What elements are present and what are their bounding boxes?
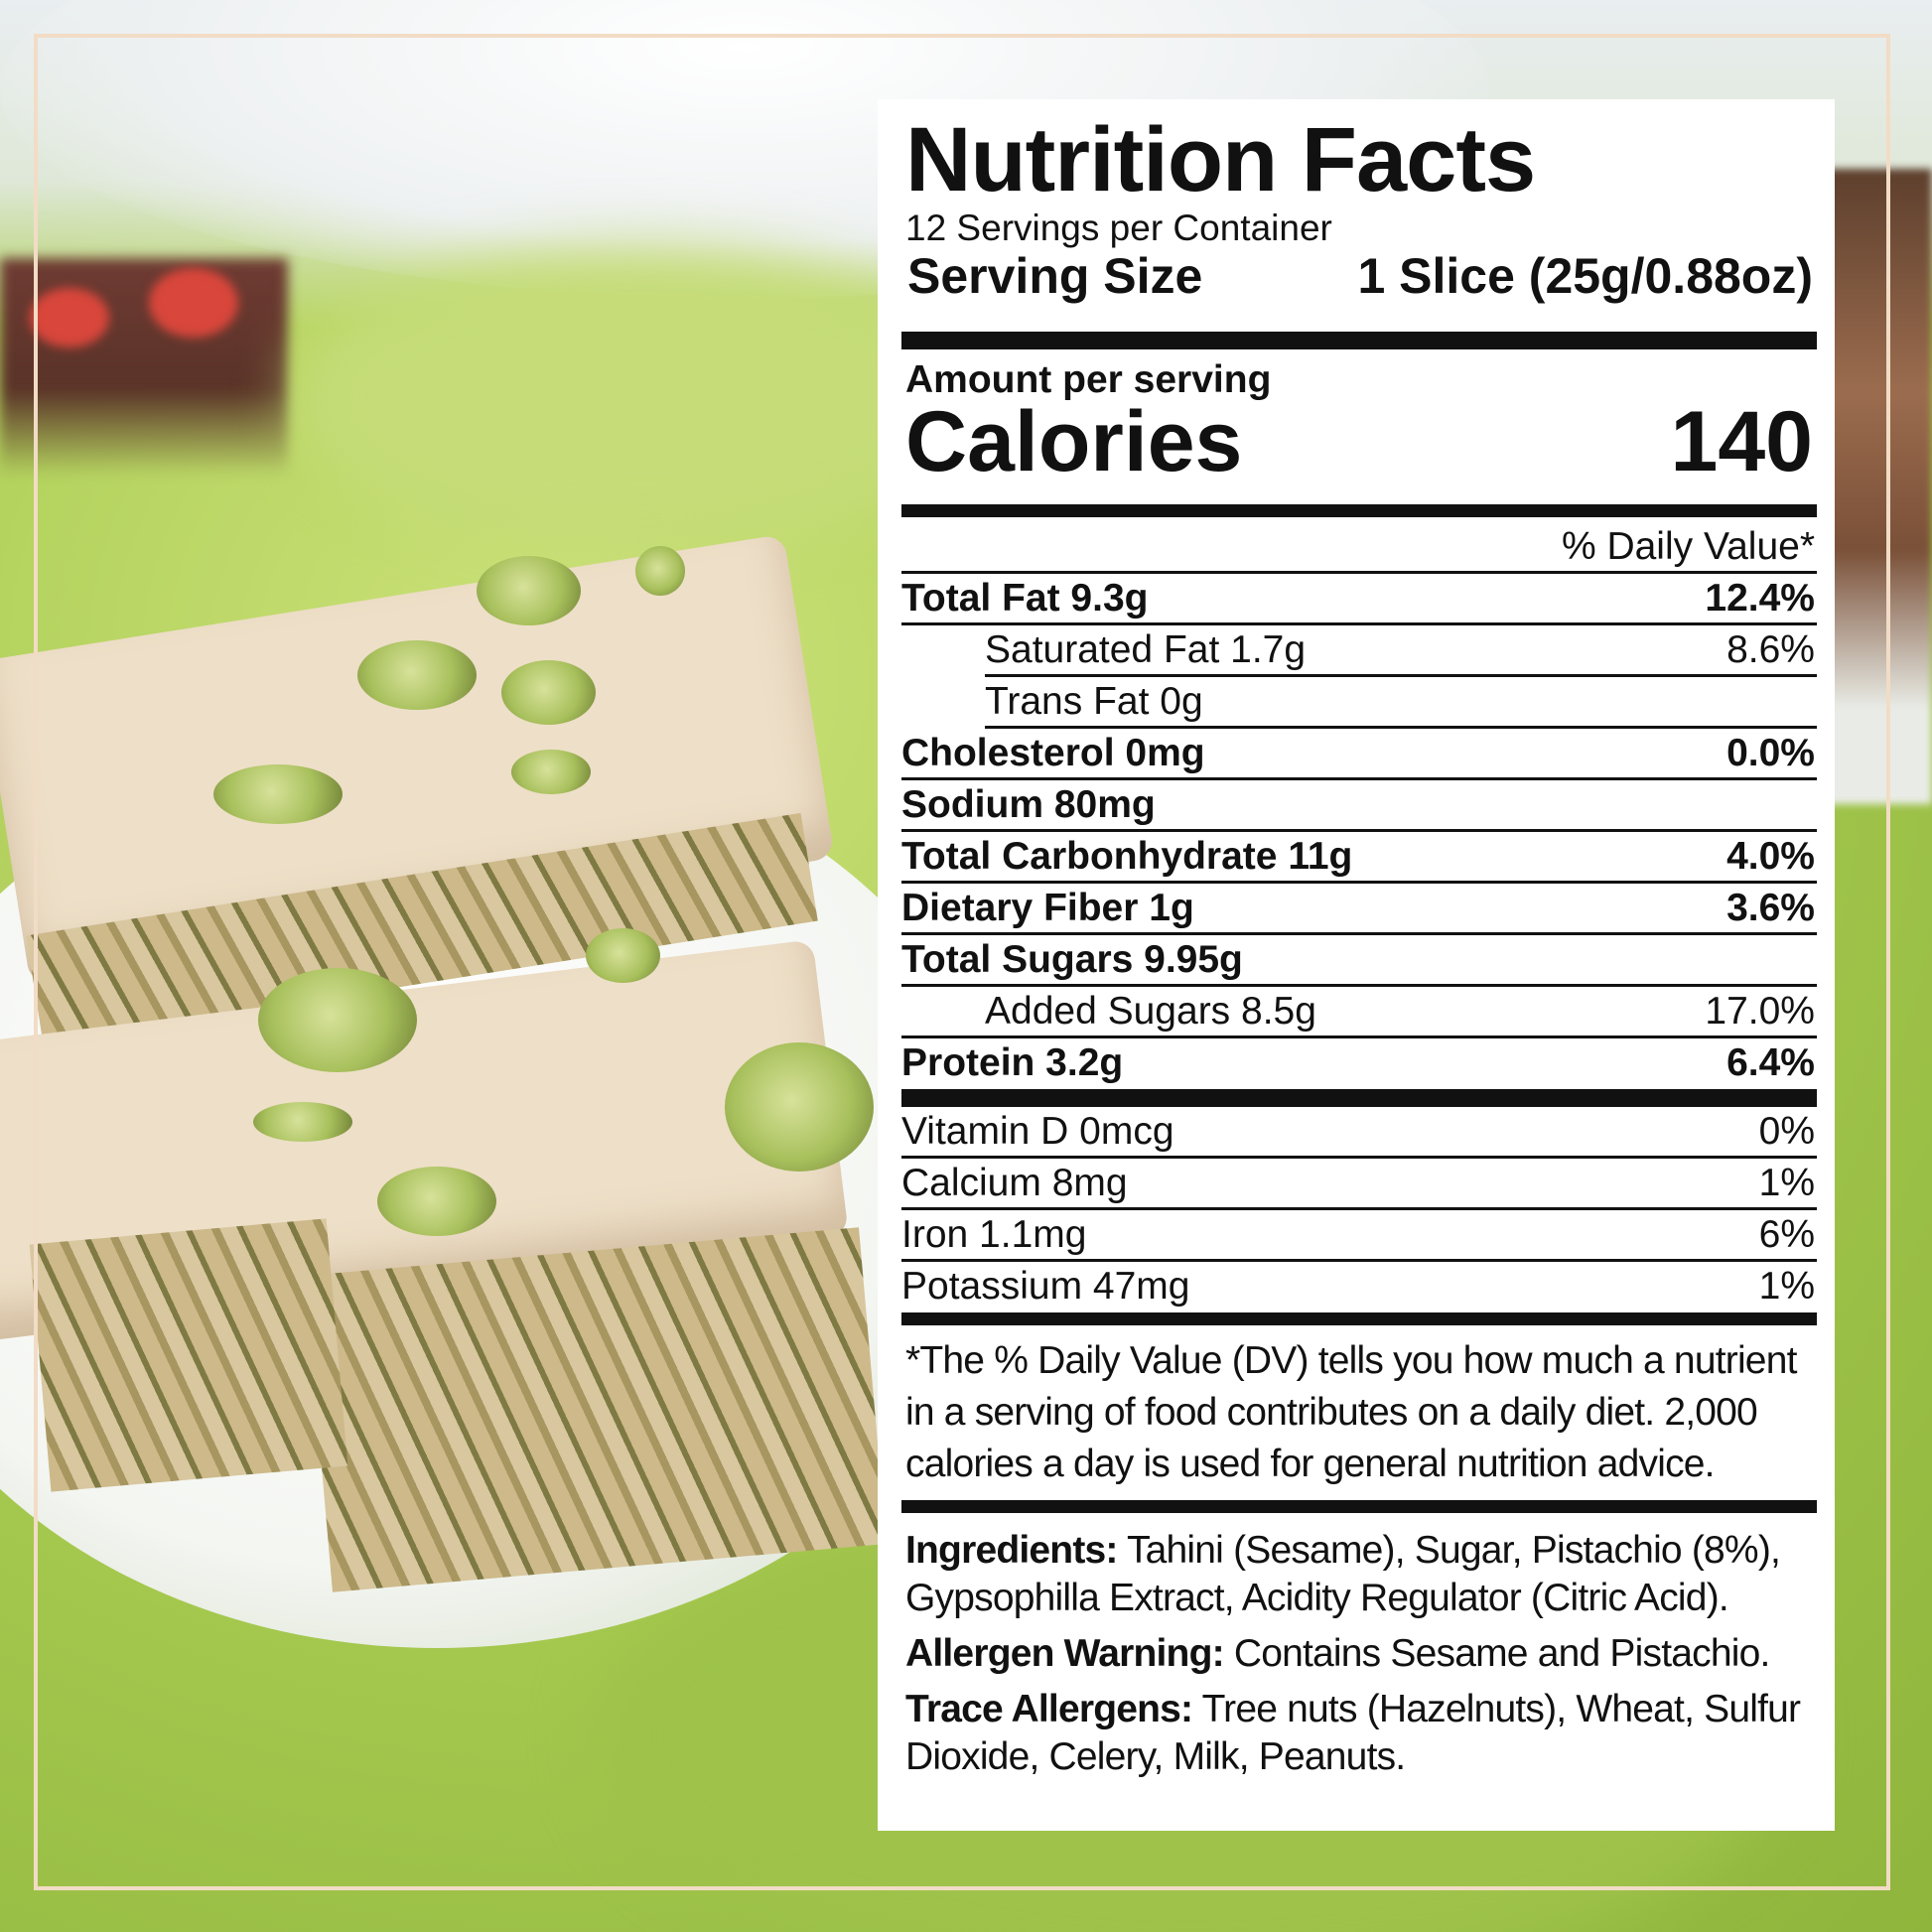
nutrient-row-total-sugars: Total Sugars 9.95g (901, 935, 1817, 987)
nutrient-name: Total Sugars 9.95g (901, 938, 1243, 981)
vitamin-row-vitamin-d: Vitamin D 0mcg 0% (901, 1107, 1817, 1159)
background-cloth-fold (298, 248, 993, 546)
serving-size-row: Serving Size 1 Slice (25g/0.88oz) (905, 248, 1813, 304)
nutrient-row-trans-fat: Trans Fat 0g (901, 677, 1817, 726)
nutrient-name: Cholesterol 0mg (901, 732, 1205, 774)
nutrient-name: Total Carbonhydrate 11g (901, 835, 1353, 878)
calories-value: 140 (1670, 394, 1814, 489)
nutrient-dv: 12.4% (1705, 577, 1815, 620)
nutrient-row-sodium: Sodium 80mg (901, 780, 1817, 832)
nutrient-name: Dietary Fiber 1g (901, 887, 1194, 929)
nutrient-name: Trans Fat 0g (985, 680, 1203, 723)
pistachio (258, 968, 417, 1072)
divider-thick (901, 1089, 1817, 1107)
vitamin-dv: 1% (1758, 1265, 1815, 1308)
allergen-label: Allergen Warning: (905, 1632, 1225, 1675)
pistachio (511, 750, 591, 794)
nutrient-name: Total Fat 9.3g (901, 577, 1149, 620)
nutrient-row-total-fat: Total Fat 9.3g 12.4% (901, 574, 1817, 625)
daily-value-header: % Daily Value* (901, 517, 1817, 574)
nutrient-name: Saturated Fat 1.7g (985, 628, 1307, 671)
nutrient-dv: 8.6% (1726, 628, 1815, 671)
allergen-paragraph: Allergen Warning: Contains Sesame and Pi… (905, 1630, 1813, 1678)
divider-medium (901, 1500, 1817, 1513)
halva-slice-front-side (305, 1227, 887, 1592)
pistachio (635, 546, 685, 596)
background-berry (149, 268, 238, 338)
pistachio (725, 1042, 874, 1172)
nutrient-dv: 3.6% (1726, 887, 1815, 929)
calories-label: Calories (905, 394, 1243, 489)
calories-row: Calories 140 (905, 397, 1813, 504)
vitamin-name: Iron 1.1mg (901, 1213, 1087, 1256)
background-berry-dessert (0, 258, 288, 477)
nutrient-dv: 6.4% (1726, 1041, 1815, 1084)
divider (901, 1035, 1817, 1038)
halva-slice-front-side (29, 1218, 348, 1492)
pistachio (357, 640, 477, 710)
nutrient-row-protein: Protein 3.2g 6.4% (901, 1038, 1817, 1087)
nutrient-name: Protein 3.2g (901, 1041, 1124, 1084)
nutrient-name: Added Sugars 8.5g (985, 990, 1316, 1033)
divider-medium (901, 504, 1817, 517)
nutrient-dv: 0.0% (1726, 732, 1815, 774)
vitamin-row-potassium: Potassium 47mg 1% (901, 1262, 1817, 1311)
vitamin-name: Calcium 8mg (901, 1162, 1128, 1204)
divider-thick (901, 332, 1817, 349)
ingredients-text: Tahini (Sesame), Sugar, Pistachio (8%), … (905, 1529, 1781, 1619)
ingredients-section: Ingredients: Tahini (Sesame), Sugar, Pis… (905, 1527, 1813, 1781)
vitamin-dv: 0% (1758, 1110, 1815, 1153)
nutrient-row-total-carbohydrate: Total Carbonhydrate 11g 4.0% (901, 832, 1817, 884)
divider-indented (985, 726, 1817, 729)
vitamin-row-iron: Iron 1.1mg 6% (901, 1210, 1817, 1262)
label-title: Nutrition Facts (905, 109, 1536, 210)
vitamin-name: Vitamin D 0mcg (901, 1110, 1174, 1153)
pistachio (377, 1167, 496, 1236)
nutrient-row-dietary-fiber: Dietary Fiber 1g 3.6% (901, 884, 1817, 935)
nutrient-row-saturated-fat: Saturated Fat 1.7g 8.6% (901, 625, 1817, 674)
pistachio (213, 764, 343, 824)
ingredients-paragraph: Ingredients: Tahini (Sesame), Sugar, Pis… (905, 1527, 1813, 1622)
nutrient-row-cholesterol: Cholesterol 0mg 0.0% (901, 729, 1817, 780)
serving-size-value: 1 Slice (25g/0.88oz) (1357, 248, 1813, 304)
vitamin-dv: 1% (1758, 1162, 1815, 1204)
vitamin-dv: 6% (1758, 1213, 1815, 1256)
divider-indented (985, 674, 1817, 677)
background-berry (30, 288, 109, 347)
nutrition-facts-label: Nutrition Facts 12 Servings per Containe… (878, 99, 1835, 1831)
servings-per-container: 12 Servings per Container (905, 207, 1332, 248)
nutrient-row-added-sugars: Added Sugars 8.5g 17.0% (901, 987, 1817, 1035)
divider-medium (901, 1312, 1817, 1325)
pistachio (586, 928, 660, 983)
vitamin-name: Potassium 47mg (901, 1265, 1190, 1308)
pistachio (253, 1102, 352, 1142)
allergen-text: Contains Sesame and Pistachio. (1233, 1632, 1770, 1675)
amount-per-serving: Amount per serving (905, 358, 1272, 401)
nutrient-name: Sodium 80mg (901, 783, 1156, 826)
pistachio (501, 660, 596, 725)
daily-value-footnote: *The % Daily Value (DV) tells you how mu… (905, 1339, 1797, 1485)
nutrient-dv: 17.0% (1705, 990, 1815, 1033)
vitamin-row-calcium: Calcium 8mg 1% (901, 1159, 1817, 1210)
ingredients-label: Ingredients: (905, 1529, 1118, 1572)
pistachio (477, 556, 581, 625)
trace-allergens-paragraph: Trace Allergens: Tree nuts (Hazelnuts), … (905, 1686, 1813, 1781)
trace-allergens-label: Trace Allergens: (905, 1688, 1193, 1730)
nutrient-dv: 4.0% (1726, 835, 1815, 878)
trace-allergens-text: Tree nuts (Hazelnuts), Wheat, Sulfur Dio… (905, 1688, 1801, 1778)
serving-size-label: Serving Size (907, 248, 1203, 304)
